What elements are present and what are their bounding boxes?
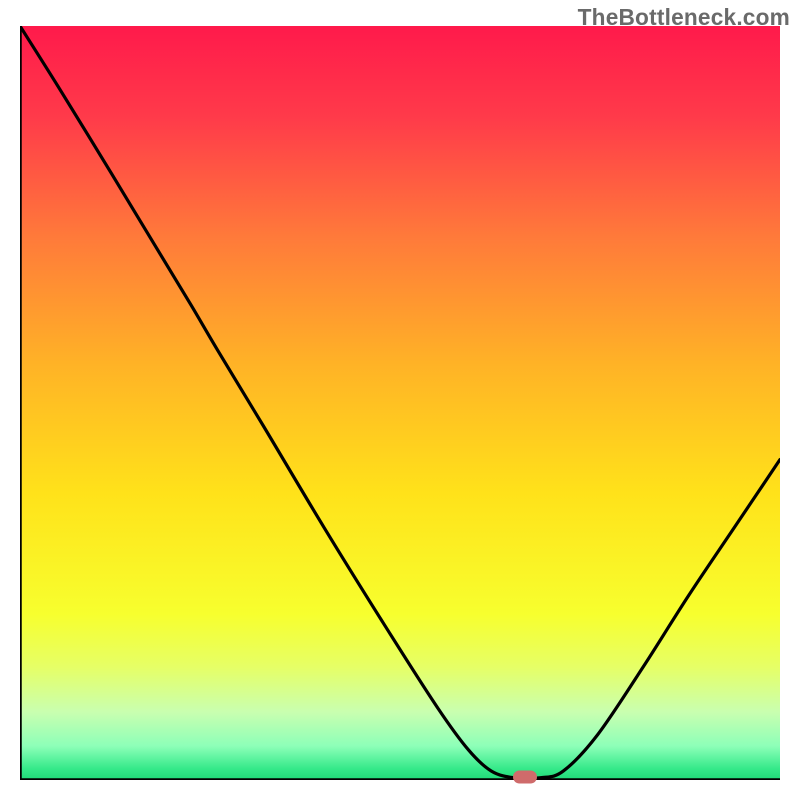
plot-svg [20,26,780,780]
chart-container: TheBottleneck.com [0,0,800,800]
plot-area [20,26,780,780]
minimum-marker [513,770,537,783]
